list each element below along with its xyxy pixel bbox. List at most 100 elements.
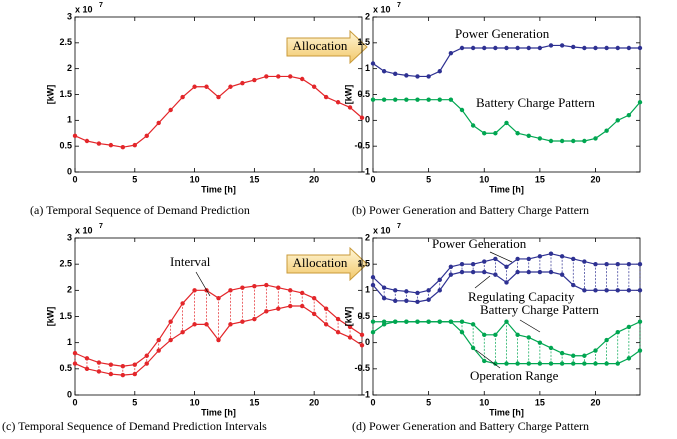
data-point: [132, 371, 137, 377]
data-point: [459, 45, 465, 51]
allocation-arrow: Allocation: [286, 29, 368, 65]
data-point: [593, 348, 598, 353]
data-point: [426, 319, 431, 324]
y-tick-label: 3: [67, 11, 72, 21]
data-point: [493, 332, 498, 338]
y-multiplier: x 10: [75, 4, 93, 14]
leader-line: [475, 349, 501, 369]
data-point: [72, 350, 78, 356]
data-point: [276, 306, 281, 311]
data-point: [593, 288, 598, 293]
data-point: [347, 324, 353, 330]
data-point: [288, 74, 293, 79]
data-point: [144, 361, 149, 366]
data-point: [504, 264, 509, 269]
data-point: [216, 337, 221, 343]
x-tick-label: 0: [370, 397, 375, 407]
data-point: [96, 141, 102, 146]
data-point: [168, 337, 173, 343]
data-point: [393, 298, 398, 303]
data-point: [228, 84, 233, 89]
x-tick-label: 10: [190, 397, 200, 407]
data-point: [204, 322, 209, 327]
y-tick-label: 2: [365, 232, 370, 242]
data-point: [571, 256, 576, 262]
data-point: [448, 319, 454, 324]
x-tick-label: 15: [249, 174, 259, 184]
data-point: [84, 138, 90, 144]
data-point: [311, 84, 317, 89]
x-tick-label: 10: [190, 174, 200, 184]
y-exponent: 7: [397, 2, 401, 9]
data-point: [415, 97, 420, 102]
data-point: [582, 45, 587, 51]
data-point: [537, 45, 543, 51]
x-tick-label: 0: [72, 397, 77, 407]
data-point: [381, 322, 387, 327]
data-point: [168, 107, 173, 113]
data-point: [300, 76, 305, 82]
data-point: [276, 285, 281, 290]
annotation: Power Generation: [432, 236, 527, 251]
data-point: [204, 84, 209, 89]
data-point: [347, 335, 353, 340]
y-tick-label: -1: [362, 166, 370, 176]
data-point: [335, 330, 341, 335]
data-point: [311, 311, 317, 317]
data-point: [288, 303, 293, 309]
data-point: [180, 94, 185, 100]
data-point: [192, 84, 197, 89]
data-point: [459, 107, 465, 113]
data-point: [381, 295, 387, 301]
data-point: [132, 362, 137, 367]
series-line: [74, 75, 363, 148]
data-point: [84, 356, 90, 361]
x-tick-label: 0: [72, 174, 77, 184]
data-point: [404, 298, 409, 303]
data-point: [415, 74, 420, 79]
data-point: [571, 138, 576, 144]
x-tick-label: 5: [132, 174, 137, 184]
data-point: [448, 50, 454, 56]
data-point: [108, 142, 114, 148]
data-point: [504, 120, 509, 126]
data-point: [548, 138, 554, 144]
data-point: [515, 45, 520, 51]
data-point: [470, 345, 476, 351]
data-point: [626, 45, 632, 51]
data-point: [459, 330, 465, 335]
data-point: [593, 136, 598, 141]
data-point: [192, 288, 197, 293]
y-tick-label: 0.5: [59, 141, 72, 151]
data-point: [240, 319, 245, 324]
data-point: [347, 105, 353, 110]
data-point: [571, 353, 576, 358]
data-point: [370, 97, 376, 102]
data-point: [393, 71, 398, 77]
data-point: [537, 269, 543, 275]
data-point: [515, 131, 520, 136]
data-point: [448, 264, 454, 269]
data-point: [526, 335, 531, 340]
data-point: [120, 372, 126, 378]
data-point: [626, 356, 632, 361]
leader-line: [489, 251, 513, 263]
data-point: [548, 361, 554, 366]
data-point: [582, 361, 587, 366]
data-point: [637, 348, 643, 353]
data-point: [426, 74, 431, 79]
data-point: [381, 97, 387, 102]
data-point: [415, 290, 420, 296]
data-point: [482, 131, 487, 136]
y-tick-label: 1.5: [357, 259, 370, 269]
data-point: [300, 290, 305, 296]
x-axis-label: Time [h]: [489, 184, 524, 194]
data-point: [515, 332, 520, 338]
data-point: [637, 288, 643, 293]
x-tick-label: 10: [479, 397, 489, 407]
x-tick-label: 15: [535, 174, 545, 184]
annotation: Regulating Capacity: [468, 289, 575, 304]
data-point: [548, 269, 554, 275]
data-point: [470, 45, 476, 51]
